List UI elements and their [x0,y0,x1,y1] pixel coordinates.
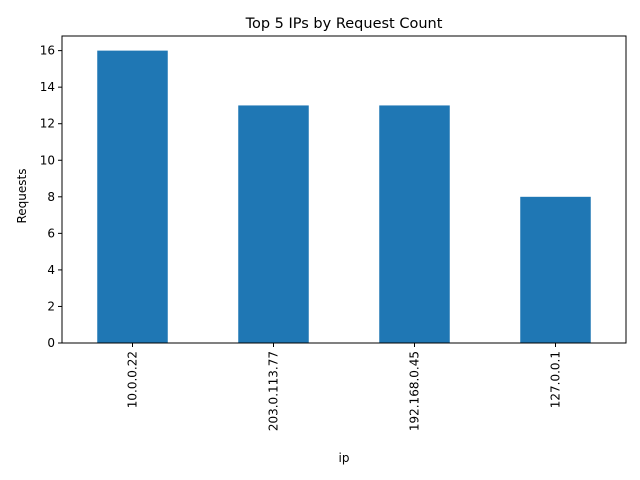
x-tick-label: 192.168.0.45 [408,351,422,431]
y-tick-label: 16 [40,44,55,58]
y-tick-label: 14 [40,80,55,94]
y-tick-label: 0 [47,336,55,350]
y-tick-label: 6 [47,226,55,240]
x-tick-label-group: 192.168.0.45 [408,351,422,431]
y-tick-label: 8 [47,190,55,204]
bar-3 [379,105,450,343]
plot-area: 10.0.0.22 203.0.113.77 192.168.0.45 127.0.0… [40,35,627,431]
x-tick-label: 127.0.0.1 [549,351,563,408]
x-axis-label: ip [339,451,350,465]
y-tick-label: 4 [47,263,55,277]
bar-1 [97,50,168,344]
bar-2 [238,105,309,343]
x-tick-label: 203.0.113.77 [267,351,281,431]
y-tick-label: 10 [40,153,55,167]
x-tick-label-group: 203.0.113.77 [267,351,281,431]
y-axis-label: Requests [15,169,29,224]
plot-frame [61,35,627,344]
x-tick-label-group: 127.0.0.1 [549,351,563,408]
x-tick-label-group: 10.0.0.22 [126,351,140,408]
y-tick-label: 12 [40,117,55,131]
chart-title: Top 5 IPs by Request Count [245,16,443,32]
bar-4 [520,196,591,343]
y-tick-label: 2 [47,299,55,313]
x-tick-label: 10.0.0.22 [126,351,140,408]
